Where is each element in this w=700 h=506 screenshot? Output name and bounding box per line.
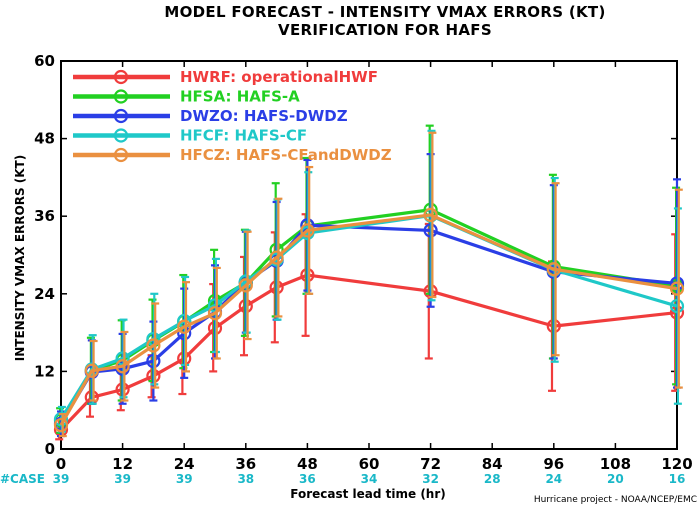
data-point bbox=[238, 278, 253, 293]
x-axis-label: Forecast lead time (hr) bbox=[290, 487, 446, 501]
x-tick-label: 96 bbox=[543, 455, 564, 473]
data-point bbox=[53, 417, 69, 433]
x-axis: 0 12 24 36 48 60 72 84 96 108 120 bbox=[56, 61, 693, 473]
series-4 bbox=[53, 131, 685, 438]
legend-marker bbox=[113, 147, 129, 163]
case-count: 32 bbox=[422, 472, 439, 486]
x-tick-label: 60 bbox=[359, 455, 380, 473]
x-tick-label: 72 bbox=[420, 455, 441, 473]
series-2 bbox=[53, 153, 685, 438]
chart-subtitle: VERIFICATION FOR HAFS bbox=[278, 21, 492, 39]
case-count: 16 bbox=[669, 472, 686, 486]
x-tick-label: 0 bbox=[56, 455, 66, 473]
legend-marker bbox=[113, 69, 129, 85]
x-tick-label: 36 bbox=[235, 455, 256, 473]
case-count: 24 bbox=[545, 472, 562, 486]
data-point bbox=[115, 359, 130, 374]
series-0 bbox=[53, 213, 685, 441]
case-count: 39 bbox=[53, 472, 70, 486]
x-tick-label: 48 bbox=[297, 455, 318, 473]
series-3 bbox=[53, 129, 685, 433]
y-tick-label: 24 bbox=[34, 285, 55, 303]
case-count-row: #CASE 39 39 39 38 36 34 32 28 24 20 16 bbox=[0, 472, 685, 486]
y-tick-label: 12 bbox=[34, 362, 55, 380]
data-point bbox=[669, 298, 685, 314]
case-row-label: #CASE bbox=[0, 472, 45, 486]
case-count: 34 bbox=[361, 472, 378, 486]
legend-marker bbox=[113, 89, 129, 104]
data-point bbox=[207, 306, 223, 321]
x-tick-label: 24 bbox=[174, 455, 195, 473]
credit-text: Hurricane project - NOAA/NCEP/EMC bbox=[534, 495, 697, 505]
y-tick-label: 0 bbox=[45, 440, 55, 458]
series-layer bbox=[53, 124, 685, 441]
data-point bbox=[269, 250, 284, 265]
y-axis: 0 12 24 36 48 60 bbox=[34, 52, 677, 458]
data-point bbox=[84, 363, 99, 378]
data-point bbox=[177, 319, 192, 334]
y-tick-label: 60 bbox=[34, 52, 55, 70]
data-point bbox=[146, 338, 161, 353]
legend-label: HWRF: operationalHWF bbox=[180, 68, 378, 86]
legend-label: DWZO: HAFS-DWDZ bbox=[180, 107, 348, 125]
legend-label: HFCZ: HAFS-CFandDWDZ bbox=[180, 146, 392, 164]
x-tick-label: 84 bbox=[482, 455, 503, 473]
data-point bbox=[669, 281, 685, 296]
data-point bbox=[546, 262, 561, 277]
data-point bbox=[423, 207, 438, 223]
case-count: 38 bbox=[237, 472, 254, 486]
data-point bbox=[300, 223, 315, 238]
legend-label: HFCF: HAFS-CF bbox=[180, 127, 307, 145]
legend-marker bbox=[113, 128, 129, 143]
x-tick-label: 120 bbox=[661, 455, 692, 473]
y-tick-label: 48 bbox=[34, 130, 55, 148]
case-count: 20 bbox=[607, 472, 624, 486]
x-tick-label: 108 bbox=[600, 455, 631, 473]
case-count: 39 bbox=[114, 472, 131, 486]
y-tick-label: 36 bbox=[34, 207, 55, 225]
y-axis-label: INTENSITY VMAX ERRORS (KT) bbox=[13, 155, 27, 361]
legend-label: HFSA: HAFS-A bbox=[180, 88, 300, 106]
case-count: 36 bbox=[299, 472, 316, 486]
legend-marker bbox=[113, 108, 129, 124]
case-count: 39 bbox=[176, 472, 193, 486]
case-count: 28 bbox=[484, 472, 501, 486]
x-tick-label: 12 bbox=[112, 455, 133, 473]
chart-title: MODEL FORECAST - INTENSITY VMAX ERRORS (… bbox=[164, 3, 605, 21]
